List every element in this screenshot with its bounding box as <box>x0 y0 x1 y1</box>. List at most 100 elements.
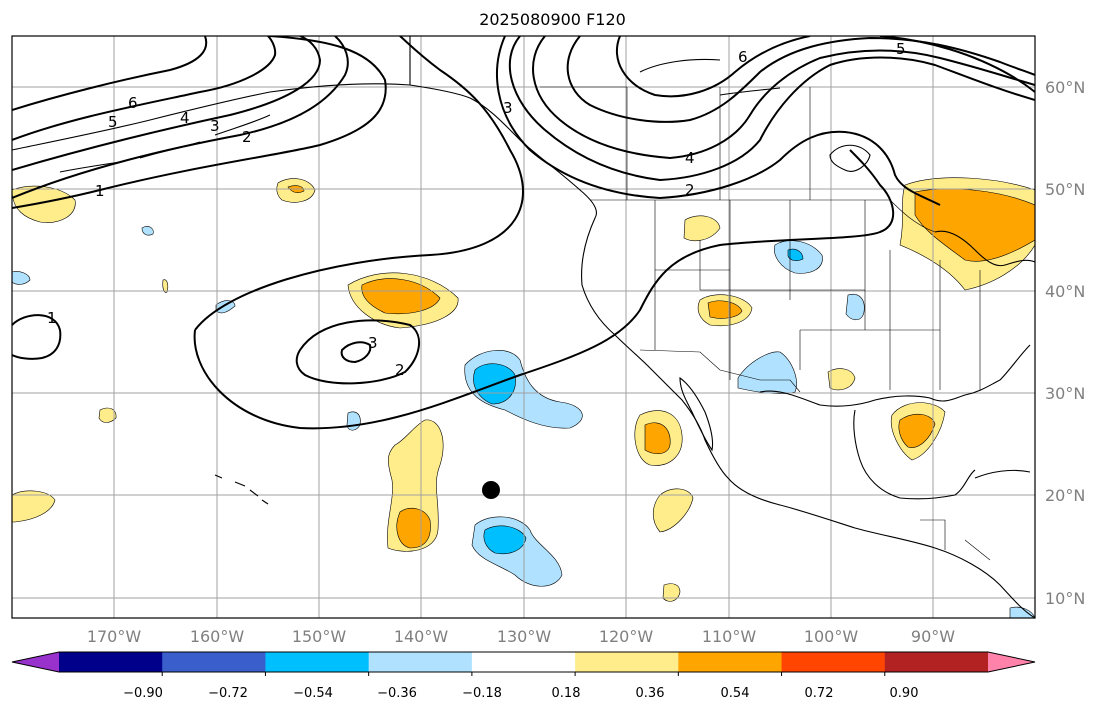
contour-label: 6 <box>128 94 138 112</box>
contour-line <box>496 36 941 206</box>
positive-anomaly <box>707 300 743 319</box>
colorbar-segment <box>781 652 886 672</box>
us-state-lines <box>654 200 981 390</box>
contour-label: 1 <box>95 182 105 200</box>
contour-line <box>615 36 811 98</box>
lat-label: 40°N <box>1045 282 1085 301</box>
colorbar-outline <box>11 651 1036 673</box>
contour-label: 4 <box>180 109 190 127</box>
contour-line <box>12 36 277 141</box>
colorbar-segment <box>59 652 163 672</box>
lat-label: 50°N <box>1045 180 1085 199</box>
positive-anomaly <box>162 279 169 293</box>
contour-line <box>295 319 420 385</box>
contour-line <box>193 149 895 430</box>
positive-anomaly <box>12 490 56 523</box>
contour-line <box>12 36 349 199</box>
contour-label: 2 <box>395 361 405 379</box>
positive-anomaly <box>683 215 721 241</box>
colorbar-segment <box>575 652 679 672</box>
gulf-coast <box>759 344 1031 407</box>
contour-label: 3 <box>503 99 513 117</box>
alaska-coast <box>12 83 411 151</box>
hawaii-islands <box>214 474 269 505</box>
lon-label: 90°W <box>911 627 955 646</box>
colorbar-segment <box>471 652 576 672</box>
contour-label: 4 <box>685 149 695 167</box>
negative-anomaly <box>1009 606 1035 618</box>
latitude-labels: 60°N 50°N 40°N 30°N 20°N 10°N <box>1045 78 1085 608</box>
hudson-bay <box>829 144 871 172</box>
positive-anomaly <box>662 583 681 602</box>
colorbar-segment <box>678 652 783 672</box>
contour-line <box>879 36 1035 93</box>
negative-anomaly <box>483 525 527 555</box>
contour-line <box>532 36 1035 160</box>
colorbar-tick-label: −0.72 <box>208 686 248 701</box>
negative-anomaly <box>141 226 154 236</box>
contour-label: 1 <box>47 309 57 327</box>
lon-label: 130°W <box>497 627 552 646</box>
contour-line <box>340 341 372 364</box>
storm-position-marker <box>482 481 500 499</box>
colorbar-tick-label: 0.36 <box>636 686 665 701</box>
colorbar-segment <box>162 652 266 672</box>
lat-label: 10°N <box>1045 589 1085 608</box>
positive-anomaly <box>914 188 1035 262</box>
great-lakes <box>934 230 1035 267</box>
colorbar-tick-label: −0.90 <box>123 686 163 701</box>
contour-line <box>508 36 1035 182</box>
contour-label: 5 <box>108 113 118 131</box>
contour-label: 5 <box>896 40 906 58</box>
contour-line <box>194 36 524 331</box>
lon-label: 100°W <box>804 627 859 646</box>
negative-anomaly <box>12 271 31 285</box>
colorbar-tick-label: 0.54 <box>721 686 750 701</box>
negative-anomaly <box>787 248 804 261</box>
contour-label: 3 <box>210 117 220 135</box>
colorbar-tick-label: 0.18 <box>552 686 581 701</box>
us-mexico-border <box>639 349 801 393</box>
contour-label: 3 <box>368 334 378 352</box>
contours <box>12 36 1035 430</box>
negative-anomaly <box>845 293 865 321</box>
positive-anomaly <box>98 407 117 423</box>
positive-anomaly <box>361 278 441 315</box>
contour-line <box>12 36 208 111</box>
colorbar-segment <box>884 652 989 672</box>
negative-anomaly <box>346 411 361 431</box>
lon-label: 160°W <box>190 627 245 646</box>
negative-anomaly <box>215 300 236 314</box>
canada-arctic <box>639 58 781 96</box>
colorbar-tick-label: 0.72 <box>805 686 834 701</box>
positive-anomaly <box>827 368 856 391</box>
colorbar <box>11 651 1036 676</box>
graticule <box>12 36 1035 618</box>
map-title: 2025080900 F120 <box>479 10 626 29</box>
colorbar-extend-max <box>988 652 1035 672</box>
contour-label: 6 <box>738 48 748 66</box>
colorbar-tick-label: −0.36 <box>377 686 417 701</box>
colorbar-segment <box>265 652 370 672</box>
lon-label: 110°W <box>702 627 757 646</box>
contour-line <box>12 36 387 209</box>
colorbar-extend-min <box>12 652 59 672</box>
baja-peninsula <box>679 376 714 452</box>
lat-label: 60°N <box>1045 78 1085 97</box>
cuba <box>974 469 1031 479</box>
contour-label: 2 <box>685 181 695 199</box>
positive-anomaly <box>396 507 431 549</box>
lon-label: 150°W <box>292 627 347 646</box>
lat-label: 30°N <box>1045 384 1085 403</box>
contour-label: 2 <box>242 128 252 146</box>
contour-line <box>12 36 322 171</box>
colorbar-segment <box>368 652 473 672</box>
positive-anomaly <box>652 488 694 533</box>
anomaly-fields <box>12 177 1035 618</box>
lon-label: 120°W <box>599 627 654 646</box>
positive-anomaly <box>644 422 671 454</box>
lat-label: 20°N <box>1045 486 1085 505</box>
map-frame <box>11 35 1036 619</box>
colorbar-tick-label: 0.90 <box>890 686 919 701</box>
